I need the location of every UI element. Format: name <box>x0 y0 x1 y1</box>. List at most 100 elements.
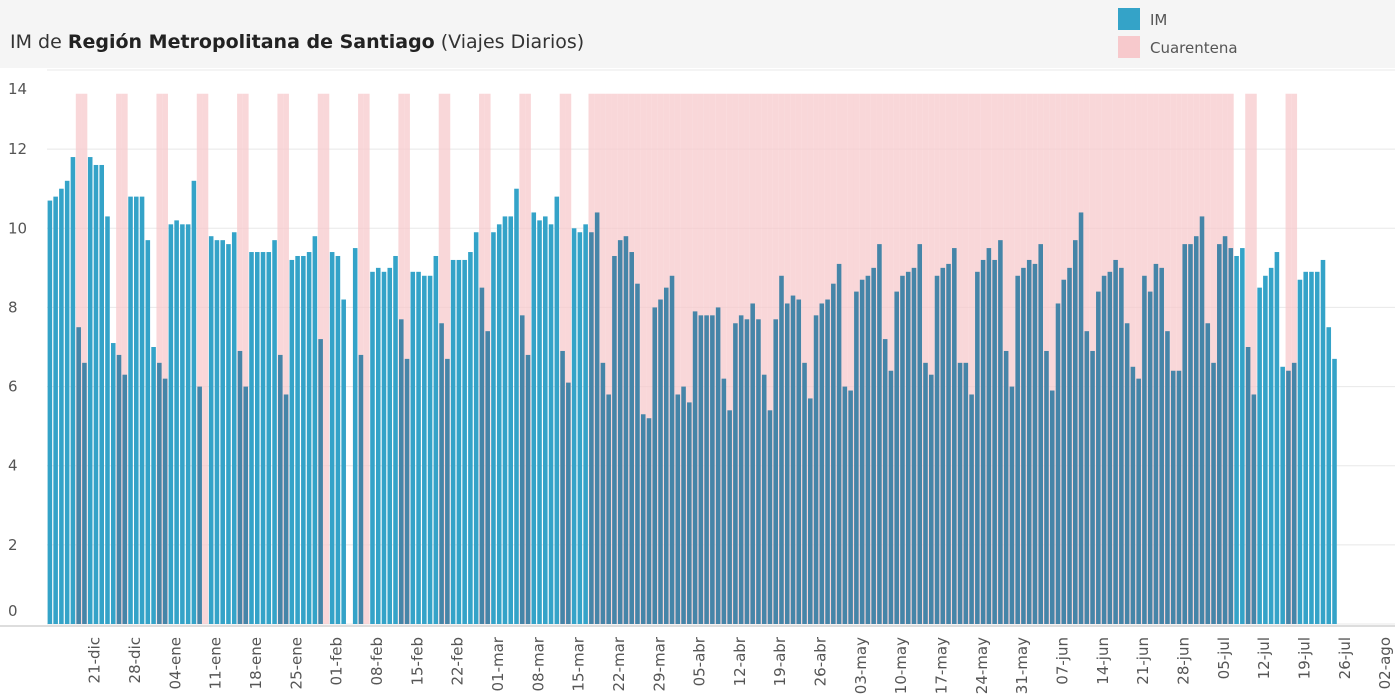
bar <box>594 212 600 624</box>
bar <box>687 402 692 624</box>
bar <box>1303 271 1308 624</box>
bar <box>802 362 807 624</box>
x-tick-label: 22-feb <box>449 637 467 686</box>
bar <box>796 299 802 624</box>
x-tick-label: 17-may <box>933 637 951 694</box>
bar <box>508 216 514 624</box>
x-tick-label: 24-may <box>973 637 991 694</box>
x-tick-label: 05-jul <box>1215 637 1233 679</box>
legend-swatch <box>1118 8 1140 30</box>
bar <box>220 240 225 624</box>
bar <box>162 378 168 624</box>
legend: IM Cuarentena <box>1118 8 1238 58</box>
bar <box>1165 331 1170 624</box>
bar <box>531 212 537 624</box>
bar <box>519 315 525 624</box>
legend-swatch <box>1118 36 1140 58</box>
bar <box>1251 394 1257 624</box>
bar <box>842 386 848 624</box>
x-tick-label: 07-jun <box>1054 637 1072 685</box>
bar <box>554 196 560 624</box>
bar <box>600 362 606 624</box>
bar <box>571 228 577 625</box>
chart-title: IM de Región Metropolitana de Santiago (… <box>10 31 584 53</box>
bar <box>185 224 191 625</box>
bar <box>399 319 404 624</box>
quarantine-band <box>323 93 330 624</box>
bar <box>358 354 364 624</box>
x-tick-label: 21-dic <box>86 637 104 683</box>
bar <box>606 394 611 624</box>
bar <box>1130 366 1136 624</box>
plot-area: 0 2 4 6 8 10 12 14 21-dic 28-dic 04-ene 11-ene 18-en… <box>0 69 1395 694</box>
quarantine-band <box>1210 93 1217 624</box>
bar <box>669 275 675 624</box>
bar <box>1026 259 1032 624</box>
bar <box>110 343 116 624</box>
bar <box>859 279 865 624</box>
quarantine-band <box>363 93 370 624</box>
bar <box>663 287 669 624</box>
bar <box>923 362 928 624</box>
quarantine-band <box>1250 93 1257 624</box>
bar <box>151 347 156 624</box>
x-tick-label: 14-jun <box>1094 637 1112 685</box>
bar <box>375 267 381 624</box>
bar <box>652 307 658 624</box>
bar <box>836 263 842 624</box>
bar <box>134 196 139 624</box>
bar <box>289 259 295 624</box>
quarantine-band <box>922 93 929 624</box>
bar <box>266 252 272 624</box>
bar <box>1009 386 1015 624</box>
bar <box>957 362 963 624</box>
bar <box>87 157 93 625</box>
bar <box>1096 291 1101 624</box>
bar <box>47 200 53 625</box>
bar <box>439 323 444 624</box>
quarantine-band <box>726 93 733 624</box>
bar <box>1263 275 1268 624</box>
bar <box>473 232 479 624</box>
bar <box>1055 303 1061 624</box>
bar <box>1205 323 1211 624</box>
y-tick-label: 6 <box>8 378 18 396</box>
bar <box>1136 378 1141 624</box>
bar <box>329 252 335 624</box>
bar <box>1003 350 1009 624</box>
bar <box>1015 275 1020 624</box>
bar <box>1217 244 1222 624</box>
bar <box>1067 267 1072 624</box>
title-region: Región Metropolitana de Santiago <box>68 31 435 53</box>
bar <box>410 271 416 624</box>
header-background <box>0 0 1395 68</box>
quarantine-band <box>242 93 249 624</box>
bar <box>704 315 709 624</box>
x-tick-label: 25-ene <box>287 637 305 689</box>
bar <box>312 236 318 624</box>
x-tick-label: 12-abr <box>731 636 749 686</box>
bar <box>59 188 64 624</box>
bar <box>260 252 266 624</box>
y-tick-label: 12 <box>8 140 27 158</box>
bar <box>116 354 122 624</box>
bar <box>1297 279 1303 624</box>
title-suffix: (Viajes Diarios) <box>441 31 584 53</box>
x-tick-label: 29-mar <box>650 636 668 691</box>
bar <box>854 291 859 624</box>
bar <box>387 267 393 624</box>
bar <box>1234 255 1239 624</box>
quarantine-band <box>1135 93 1142 624</box>
bar <box>975 271 980 624</box>
quarantine-band <box>81 93 88 624</box>
bar <box>1113 259 1118 624</box>
bar <box>848 390 853 624</box>
quarantine-band <box>162 93 168 624</box>
x-tick-label: 03-may <box>852 637 870 694</box>
bar <box>784 303 790 624</box>
quarantine-band <box>767 93 773 624</box>
bar <box>1326 327 1332 624</box>
bar <box>70 157 76 625</box>
bar <box>295 255 300 624</box>
bar <box>462 259 467 624</box>
